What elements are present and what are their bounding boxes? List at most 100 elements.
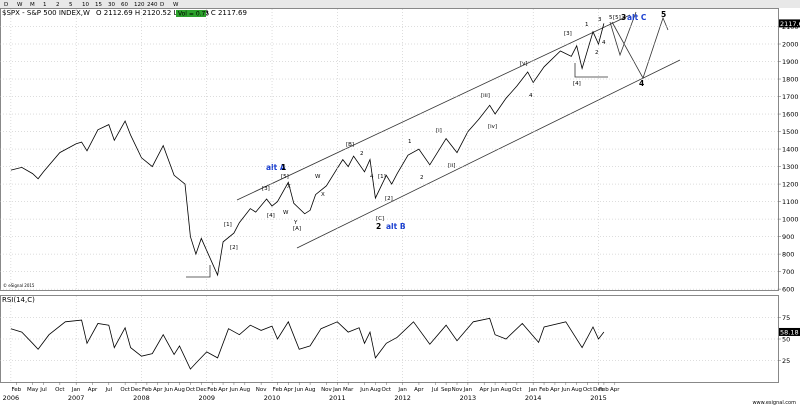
support-marker [574,63,608,78]
x-tick-label: Apr [88,387,98,393]
x-tick-label: Oct [55,387,65,393]
x-tick-label: Jan [332,387,342,393]
symbol: $SPX - S&P 500 INDEX,W [2,9,90,17]
wave-label: [4] [573,81,581,87]
toolbar-button: M [30,2,35,8]
y-tick-label: 1300 [782,163,799,171]
x-tick-label: Dec [131,387,142,393]
price-panel [0,8,779,291]
wave-label: 4 [370,174,374,180]
volume-box [176,10,206,17]
toolbar-button: 10 [82,2,89,8]
x-tick-label: Feb [273,387,283,393]
x-tick-label: Jul [104,387,112,393]
x-tick-label: Mar [343,387,354,393]
wave-label: 1 [408,139,412,145]
last-value: 2117.69 [780,20,800,28]
wave-label: [2] [385,196,393,202]
x-tick-label: Jun [294,387,304,393]
toolbar-button: 120 [134,2,145,8]
toolbar-button: 1 [43,2,47,8]
wave-label: [v] [520,61,528,67]
x-tick-label: Oct [120,387,130,393]
x-tick-label: Apr [284,387,294,393]
wave-label: 5 [609,15,613,21]
last-value-box [779,19,800,28]
wave-label: [2] [230,245,238,251]
toolbar-button: 2 [56,2,60,8]
y-tick-label: 2000 [782,41,799,49]
year-label: 2010 [264,394,281,402]
ohlc: O 2112.69 H 2120.52 L 2112.69 C 2117.69 [96,9,247,17]
projection [611,16,669,79]
wave-label: 4 [602,40,606,46]
wave-label: 2 [420,175,424,181]
y-tick-label: 1100 [782,198,799,206]
wave-label: 2 [376,222,381,231]
x-tick-label: Jun [229,387,239,393]
y-tick-label: 700 [782,268,794,276]
wave-label: 3 [598,17,602,23]
x-tick-label: Feb [539,387,549,393]
year-label: 2015 [590,394,607,402]
x-tick-label: Feb [599,387,609,393]
drawings [186,11,681,278]
toolbar-button: 30 [108,2,115,8]
wave-label: 4 [529,93,533,99]
wave-label: X [287,184,291,190]
x-tick-label: Oct [186,387,196,393]
wave-label: [1] [378,174,386,180]
wave-label: [ii] [448,163,455,169]
y-tick-label: 600 [782,286,794,294]
series-line [10,23,605,277]
x-tick-label: Oct [512,387,522,393]
x-tick-label: Jan [397,387,407,393]
wave-label: [B] [346,142,354,148]
wave-label: 2 [595,50,599,56]
last-value: 58.18 [780,328,799,336]
toolbar-button: D [160,2,164,8]
y-tick-label: 25 [782,357,790,365]
wave-label: X [321,192,325,198]
toolbar-button: 240 [147,2,158,8]
x-tick-label: Aug [239,387,250,393]
x-tick-label: Jun [359,387,369,393]
year-label: 2014 [525,394,542,402]
wave-label: 1 [281,163,286,172]
wave-label: [5] [613,15,621,21]
x-tick-label: Feb [207,387,217,393]
wave-label: Y [293,220,298,226]
y-tick-label: 1600 [782,111,799,119]
x-tick-label: Jan [71,387,81,393]
toolbar [0,0,800,8]
x-tick-label: Oct [583,387,593,393]
x-tick-label: Apr [153,387,163,393]
x-tick-label: Nov [452,387,463,393]
rsi-title: RSI(14,C) [2,296,35,304]
wave-label: [iii] [481,93,490,99]
wave-label: [C] [376,216,384,222]
year-label: 2012 [394,394,411,402]
series-line [10,317,605,370]
wave-label: alt A [266,163,286,172]
x-tick-label: Feb [11,387,21,393]
x-tick-label: Apr [218,387,228,393]
wave-label: 3 [621,13,626,22]
y-tick-label: 1500 [782,128,799,136]
x-tick-label: Nov [321,387,332,393]
upper-channel [236,14,631,201]
last-value-box [779,327,800,336]
y-tick-label: 1800 [782,76,799,84]
y-tick-label: 75 [782,314,790,322]
x-tick-label: Jul [431,387,439,393]
credit: www.esignal.com [752,400,796,406]
volume: Vol = 0.75 [178,11,209,18]
x-tick-label: Dec [593,387,604,393]
x-tick-label: Jun [163,387,173,393]
x-tick-label: Apr [479,387,489,393]
wave-label: [A] [293,226,301,232]
y-tick-label: 1900 [782,58,799,66]
toolbar-button: 60 [121,2,128,8]
